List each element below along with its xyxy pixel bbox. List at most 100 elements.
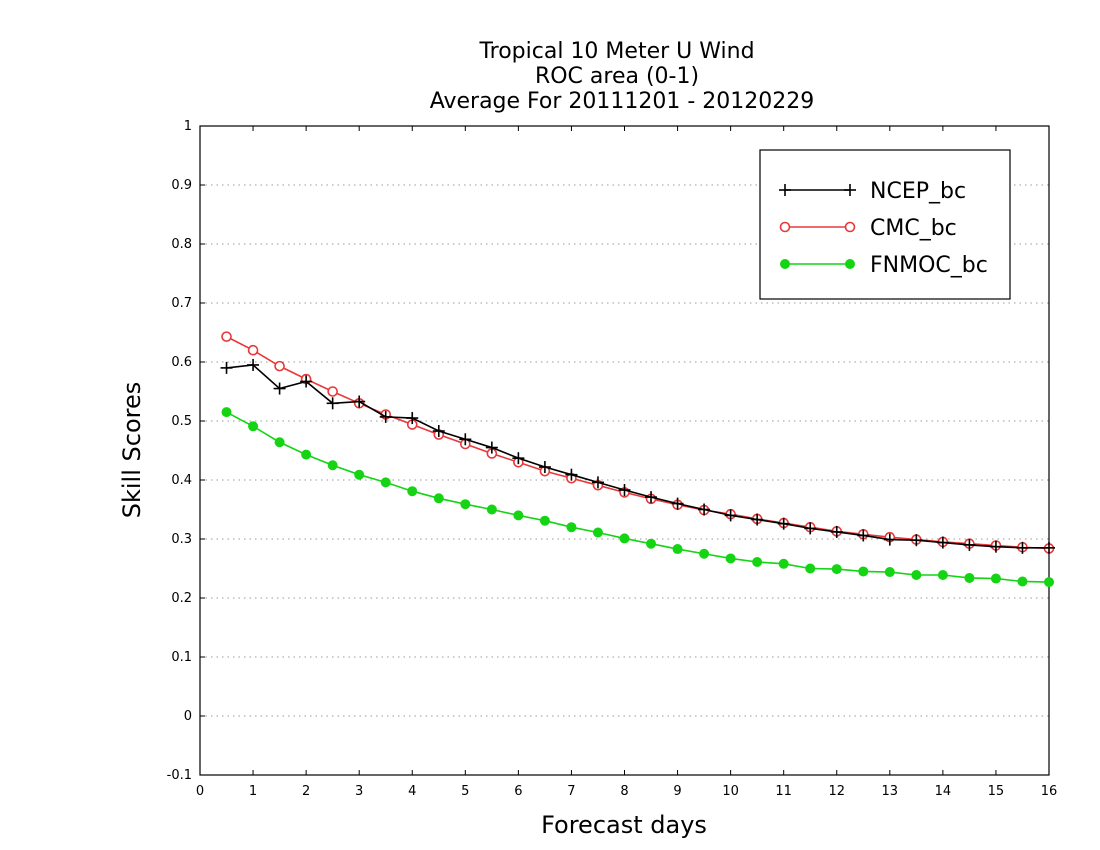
data-point-filled-circle — [274, 437, 285, 448]
y-tick-label: 0.2 — [171, 591, 192, 606]
legend-item: CMC_bc — [779, 216, 957, 241]
data-point-filled-circle — [221, 407, 232, 418]
data-point-filled-circle — [778, 558, 789, 569]
x-tick-label: 5 — [461, 784, 469, 799]
y-tick-label: 0.8 — [171, 237, 192, 252]
data-point-filled-circle — [592, 527, 603, 538]
y-tick-label: 0.6 — [171, 355, 192, 370]
data-point-plus — [326, 397, 339, 410]
x-tick-label: 0 — [196, 784, 204, 799]
y-axis: -0.1 0 0.1 0.2 0.3 0.4 0.5 0.6 0.7 0.8 0.9 1 — [167, 119, 205, 783]
legend-box — [759, 149, 1011, 300]
data-point-plus — [698, 503, 711, 516]
chart-title-line-2: ROC area (0-1) — [535, 64, 699, 89]
x-axis: 0 1 2 3 4 5 6 7 8 9 10 11 12 13 14 15 16 — [196, 126, 1057, 799]
data-point-plus — [273, 382, 286, 395]
legend-label: FNMOC_bc — [870, 253, 988, 278]
y-axis-label: Skill Scores — [118, 382, 146, 519]
data-point-filled-circle — [646, 538, 657, 549]
data-point-open-circle — [844, 221, 856, 233]
legend-item: NCEP_bc — [779, 179, 966, 204]
data-point-filled-circle — [884, 567, 895, 578]
data-point-plus — [645, 491, 658, 504]
data-point-filled-circle — [805, 563, 816, 574]
data-point-plus — [220, 361, 233, 374]
data-point-filled-circle — [486, 504, 497, 515]
chart-title-line-1: Tropical 10 Meter U Wind — [478, 39, 754, 64]
data-point-plus — [353, 395, 366, 408]
y-tick-label: 0.9 — [171, 178, 192, 193]
data-point-plus — [844, 184, 856, 196]
y-tick-label: -0.1 — [167, 768, 192, 783]
data-point-plus — [406, 412, 419, 425]
data-point-filled-circle — [858, 566, 869, 577]
series-layer — [220, 331, 1055, 588]
y-tick-label: 0.1 — [171, 650, 192, 665]
data-point-filled-circle — [301, 449, 312, 460]
data-point-plus — [936, 536, 949, 549]
series-fnmoc-bc — [221, 407, 1054, 588]
data-point-plus — [1043, 541, 1055, 554]
data-point-filled-circle — [327, 460, 338, 471]
data-point-plus — [300, 375, 313, 388]
data-point-filled-circle — [780, 259, 790, 269]
x-tick-label: 14 — [935, 784, 952, 799]
x-tick-label: 2 — [302, 784, 310, 799]
data-point-filled-circle — [513, 510, 524, 521]
x-tick-label: 1 — [249, 784, 257, 799]
data-point-plus — [538, 461, 551, 474]
data-point-plus — [379, 410, 392, 423]
y-tick-label: 1 — [184, 119, 192, 134]
legend-label: NCEP_bc — [870, 179, 966, 204]
data-point-filled-circle — [990, 573, 1001, 584]
data-point-plus — [591, 476, 604, 489]
data-point-plus — [857, 529, 870, 542]
data-point-plus — [432, 425, 445, 438]
data-point-plus — [459, 433, 472, 446]
data-point-plus — [910, 534, 923, 547]
x-tick-label: 8 — [620, 784, 628, 799]
data-point-plus — [963, 538, 976, 551]
data-point-plus — [565, 468, 578, 481]
data-point-plus — [618, 484, 631, 497]
x-tick-label: 4 — [408, 784, 416, 799]
data-point-filled-circle — [354, 469, 365, 480]
x-tick-label: 10 — [722, 784, 739, 799]
data-point-plus — [485, 441, 498, 454]
data-point-filled-circle — [672, 544, 683, 555]
y-tick-label: 0.5 — [171, 414, 192, 429]
data-point-open-circle — [779, 221, 791, 233]
data-point-filled-circle — [380, 477, 391, 488]
chart-title-line-3: Average For 20111201 - 20120229 — [430, 89, 815, 114]
data-point-filled-circle — [752, 557, 763, 568]
x-tick-label: 12 — [828, 784, 845, 799]
y-tick-label: 0.4 — [171, 473, 192, 488]
legend: NCEP_bc CMC_bc FNMOC_bc — [759, 149, 1011, 300]
data-point-filled-circle — [619, 533, 630, 544]
data-point-filled-circle — [1044, 577, 1054, 588]
x-tick-label: 3 — [355, 784, 363, 799]
data-point-filled-circle — [831, 564, 842, 575]
data-point-plus — [724, 509, 737, 522]
data-point-filled-circle — [964, 572, 975, 583]
data-point-open-circle — [274, 360, 285, 372]
data-point-filled-circle — [460, 499, 471, 510]
series-cmc-bc — [221, 331, 1055, 554]
data-point-plus — [830, 525, 843, 538]
data-point-open-circle — [221, 331, 232, 342]
data-point-filled-circle — [911, 569, 922, 580]
y-tick-label: 0.3 — [171, 532, 192, 547]
x-tick-label: 16 — [1041, 784, 1058, 799]
data-point-filled-circle — [539, 515, 550, 526]
x-tick-label: 7 — [567, 784, 575, 799]
series-ncep-bc — [220, 358, 1055, 554]
data-point-filled-circle — [407, 486, 418, 497]
data-point-plus — [671, 497, 684, 510]
data-point-filled-circle — [699, 548, 710, 559]
data-point-plus — [512, 452, 525, 465]
data-point-filled-circle — [845, 259, 855, 269]
data-point-filled-circle — [1017, 576, 1028, 587]
data-point-plus — [989, 540, 1002, 553]
data-point-filled-circle — [566, 522, 577, 533]
